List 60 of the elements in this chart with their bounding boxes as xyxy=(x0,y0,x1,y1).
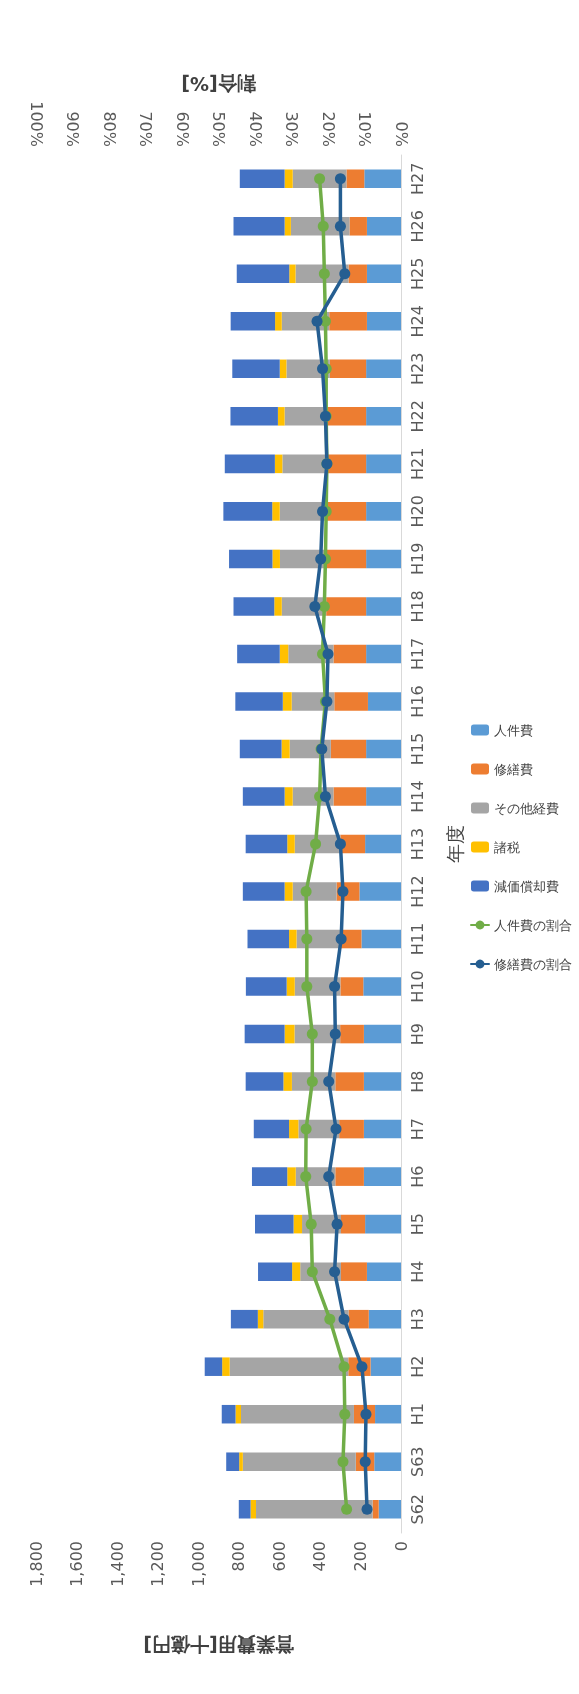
y-tick-label: H5 xyxy=(407,1213,427,1236)
y-tick-label: H1 xyxy=(407,1403,427,1426)
x-tick-label: 1,000 xyxy=(188,1541,208,1587)
y-tick-label: H19 xyxy=(407,542,427,576)
legend-label: その他経費 xyxy=(494,800,559,816)
x-tick-label: 800 xyxy=(229,1541,249,1572)
y-tick-label: H7 xyxy=(407,1117,427,1141)
y-tick-label: H18 xyxy=(407,590,427,623)
y-tick-label: H13 xyxy=(407,827,427,861)
x-tick-label: 1,800 xyxy=(26,1541,46,1587)
y-tick-label: H25 xyxy=(407,257,427,290)
y-tick-label: H16 xyxy=(407,685,427,718)
x2-tick-label: 60% xyxy=(172,111,192,147)
legend-label: 諸税 xyxy=(494,839,520,855)
x2-tick-label: 90% xyxy=(63,111,82,147)
y-tick-label: H14 xyxy=(407,780,427,813)
y-tick-label: S63 xyxy=(407,1446,427,1477)
y-tick-label: H4 xyxy=(407,1260,427,1283)
x2-tick-label: 50% xyxy=(209,111,228,147)
y-tick-label: H17 xyxy=(407,637,427,671)
y-tick-label: H22 xyxy=(407,400,427,433)
y-tick-label: H23 xyxy=(407,352,427,386)
y-tick-label: H24 xyxy=(407,305,427,338)
y-tick-label: H20 xyxy=(407,495,427,528)
legend-label: 減価償却費 xyxy=(494,878,559,894)
x2-tick-label: 10% xyxy=(355,111,374,147)
y-tick-label: H21 xyxy=(407,447,427,481)
legend-label: 人件費 xyxy=(494,722,533,738)
y-tick-label: H8 xyxy=(407,1070,427,1093)
x2-tick-label: 40% xyxy=(245,111,265,147)
x-tick-label: 1,600 xyxy=(67,1541,87,1587)
y-tick-label: H27 xyxy=(407,162,427,195)
y-tick-label: H2 xyxy=(407,1355,427,1378)
x2-tick-label: 20% xyxy=(318,111,338,147)
legend-label: 人件費の割合 xyxy=(494,917,572,933)
y-axis-title: 年度 xyxy=(443,825,466,863)
x-tick-label: 600 xyxy=(269,1541,289,1572)
y-tick-label: H26 xyxy=(407,210,427,243)
y-tick-label: H3 xyxy=(407,1308,427,1331)
y-tick-label: H9 xyxy=(407,1022,427,1046)
x2-tick-label: 0% xyxy=(391,121,411,147)
x2-tick-label: 80% xyxy=(99,111,119,147)
x-tick-label: 400 xyxy=(310,1541,330,1572)
legend-label: 修繕費の割合 xyxy=(494,956,572,972)
legend-label: 修繕費 xyxy=(494,761,533,777)
y-tick-label: H10 xyxy=(407,970,427,1003)
y-tick-label: H11 xyxy=(407,922,427,956)
x2-tick-label: 30% xyxy=(282,111,301,147)
x-tick-label: 200 xyxy=(350,1541,370,1572)
y-tick-label: S62 xyxy=(407,1493,427,1525)
x2-axis-title: 割合[%] xyxy=(181,72,257,95)
x2-tick-label: 70% xyxy=(136,111,155,147)
x-tick-label: 1,400 xyxy=(107,1541,127,1587)
x2-tick-label: 100% xyxy=(26,101,46,147)
y-tick-label: H15 xyxy=(407,732,427,766)
y-tick-label: H12 xyxy=(407,875,427,908)
x-axis-title: 営業費用[十億円] xyxy=(143,1633,294,1656)
y-tick-label: H6 xyxy=(407,1165,427,1188)
x-tick-label: 0 xyxy=(391,1541,411,1552)
x-tick-label: 1,200 xyxy=(148,1541,168,1587)
